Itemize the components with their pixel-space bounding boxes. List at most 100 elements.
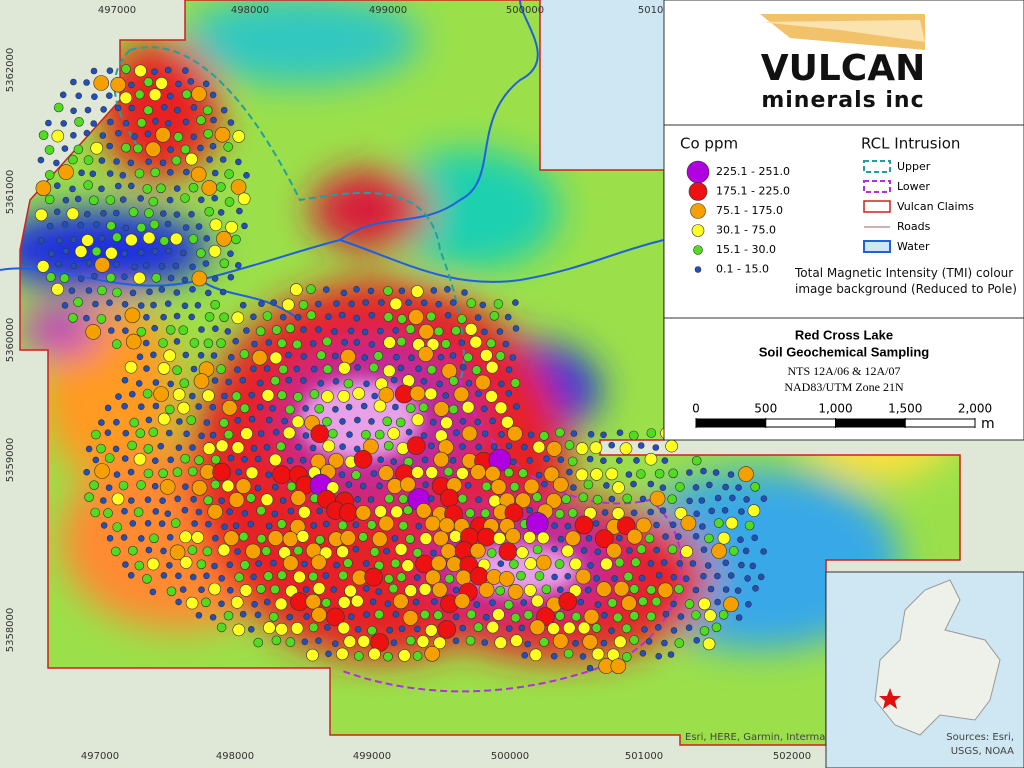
sample-point: [276, 519, 287, 529]
sample-point: [378, 299, 385, 306]
sample-point: [37, 156, 45, 164]
sample-point: [189, 444, 196, 451]
sample-point: [693, 510, 701, 518]
sample-point: [465, 635, 476, 646]
sample-point: [202, 80, 210, 88]
sample-point: [469, 542, 486, 559]
sample-point: [173, 185, 181, 192]
sample-point: [735, 484, 742, 491]
sample-point: [122, 224, 130, 232]
legend-label: Roads: [897, 220, 931, 233]
sample-point: [523, 530, 536, 544]
sample-point: [167, 146, 174, 153]
sample-point: [603, 482, 610, 489]
sample-point: [173, 211, 181, 218]
sample-point: [289, 283, 303, 296]
sample-point: [155, 127, 171, 143]
sample-point: [704, 533, 714, 544]
sample-point: [298, 505, 311, 519]
sample-point: [367, 287, 375, 295]
sample-point: [397, 364, 405, 372]
sample-point: [144, 496, 152, 504]
sample-point: [279, 497, 287, 504]
sample-point: [510, 378, 521, 388]
sample-point: [209, 431, 217, 439]
sample-point: [92, 300, 99, 308]
sample-point: [378, 387, 395, 403]
sample-point: [457, 314, 467, 324]
sample-point: [600, 557, 613, 571]
sample-point: [667, 544, 678, 555]
sample-point: [546, 492, 562, 509]
sample-point: [58, 164, 74, 180]
sample-point: [106, 67, 114, 74]
sample-point: [587, 562, 594, 569]
sample-point: [295, 443, 302, 451]
sample-point: [387, 427, 401, 440]
sample-point: [406, 436, 426, 456]
sample-point: [286, 457, 294, 464]
sample-point: [363, 438, 379, 455]
sample-point: [315, 637, 322, 645]
sample-point: [392, 327, 400, 334]
sample-point: [166, 533, 174, 541]
sample-point: [226, 508, 233, 516]
sample-point: [433, 451, 450, 468]
sample-point: [424, 645, 441, 662]
sample-point: [757, 573, 765, 581]
sample-point: [591, 647, 605, 661]
sample-point: [706, 481, 713, 489]
x-coord-label: 498000: [216, 751, 254, 762]
sample-point: [223, 429, 234, 440]
sample-point: [202, 260, 210, 267]
sample-point: [541, 480, 548, 488]
sample-point: [114, 314, 122, 322]
legend-note: Total Magnetic Intensity (TMI) colour im…: [795, 266, 1017, 296]
sample-point: [371, 531, 388, 547]
sample-point: [239, 301, 247, 309]
sample-point: [230, 595, 244, 609]
sample-point: [421, 456, 429, 464]
sample-point: [397, 314, 407, 324]
sample-point: [61, 302, 69, 309]
sample-point: [760, 548, 767, 555]
sample-point: [212, 325, 219, 333]
sample-point: [492, 608, 505, 621]
sample-point: [151, 482, 159, 490]
sample-point: [73, 297, 83, 307]
legend-label: 15.1 - 30.0: [716, 243, 776, 256]
sample-point: [187, 466, 198, 477]
sample-point: [100, 210, 107, 217]
sample-point: [322, 520, 330, 528]
sample-point: [166, 196, 174, 204]
sample-point: [263, 443, 271, 451]
sample-point: [238, 531, 249, 542]
sample-point: [104, 429, 112, 437]
x-coord-label: 499000: [369, 5, 407, 16]
sample-point: [362, 585, 370, 592]
sample-point: [638, 574, 646, 582]
sample-point: [70, 132, 77, 139]
sample-point: [263, 621, 276, 635]
sample-points: [34, 64, 768, 675]
sample-point: [525, 511, 549, 535]
sample-point: [532, 440, 546, 454]
sample-point: [505, 442, 513, 450]
sample-point: [310, 424, 330, 444]
sample-point: [737, 536, 744, 544]
sample-point: [394, 542, 408, 556]
sample-point: [245, 466, 259, 480]
sample-point: [383, 440, 394, 451]
sample-point: [331, 352, 339, 360]
sample-point: [498, 380, 505, 388]
sample-point: [469, 335, 483, 349]
sample-point: [374, 505, 387, 518]
sample-point: [293, 392, 303, 402]
sample-point: [78, 169, 85, 177]
sample-point: [556, 586, 564, 594]
sample-point: [121, 402, 128, 410]
sample-point: [149, 588, 157, 596]
sample-point: [630, 557, 641, 568]
sample-point: [613, 635, 627, 649]
sample-point: [269, 453, 282, 467]
